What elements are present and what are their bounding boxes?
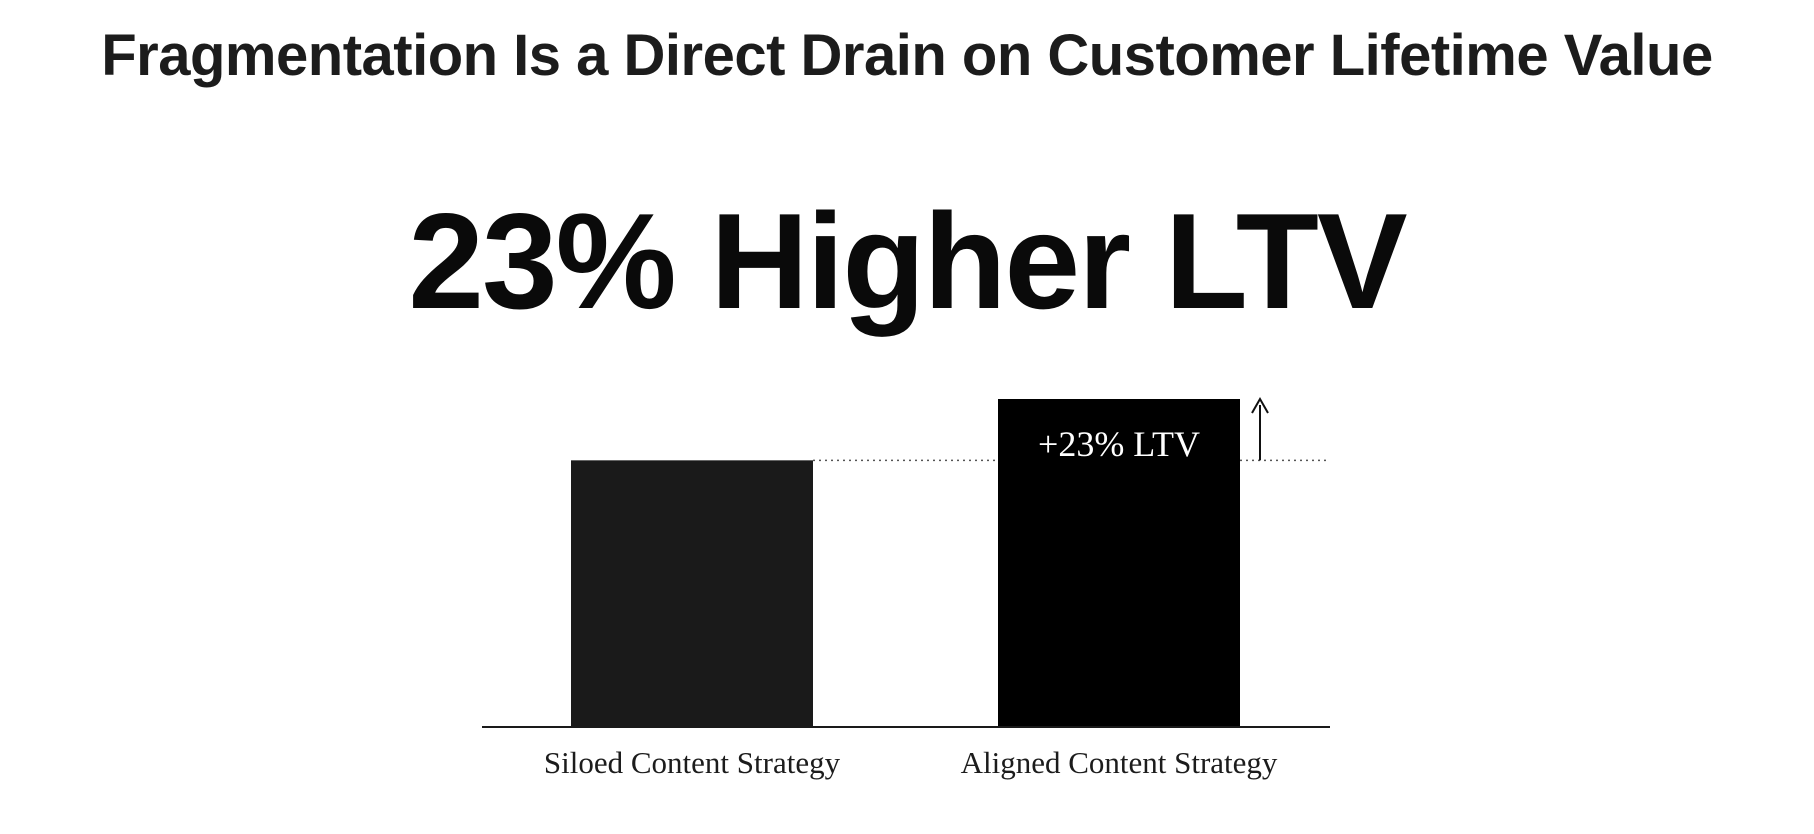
slide-title: Fragmentation Is a Direct Drain on Custo… (101, 23, 1713, 88)
increase-arrow-head (1251, 396, 1269, 414)
headline-stat: 23% Higher LTV (408, 185, 1407, 337)
bar-siloed (571, 460, 813, 727)
x-tick-label-siloed: Siloed Content Strategy (544, 745, 841, 780)
data-label-ltv-increase: +23% LTV (1038, 424, 1200, 464)
x-tick-label-aligned: Aligned Content Strategy (961, 745, 1278, 780)
bar-aligned (998, 399, 1240, 727)
